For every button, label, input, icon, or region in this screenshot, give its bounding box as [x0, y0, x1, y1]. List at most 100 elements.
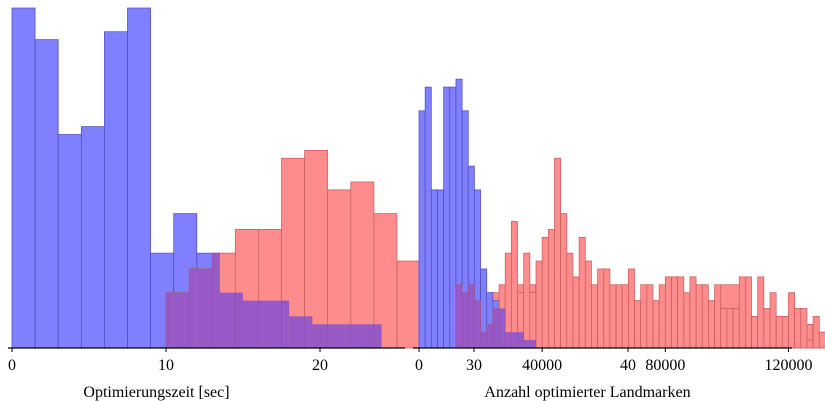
- bar-red: [535, 260, 543, 349]
- bar-overlap: [189, 268, 197, 348]
- bar-overlap: [166, 292, 174, 348]
- x-tick-label: 10: [158, 357, 174, 374]
- bar-red: [757, 276, 765, 349]
- bar-red: [683, 292, 691, 349]
- bar-red: [664, 276, 672, 349]
- bar-overlap: [499, 308, 506, 348]
- bar-red: [677, 276, 685, 349]
- bar-red: [781, 316, 789, 349]
- bar-overlap: [327, 324, 336, 348]
- bar-overlap: [486, 324, 493, 348]
- bar-red: [609, 284, 617, 349]
- bar-blue: [437, 189, 444, 349]
- bar-red: [671, 276, 678, 349]
- bar-red: [763, 308, 771, 349]
- x-ticks: 0 10 20 30 40: [8, 348, 636, 374]
- bar-red: [800, 308, 808, 349]
- bar-overlap: [235, 292, 243, 348]
- bar-blue: [424, 86, 432, 349]
- bar-red: [560, 213, 568, 349]
- bar-overlap: [517, 332, 524, 348]
- bar-blue: [57, 134, 82, 349]
- bar-overlap: [373, 324, 382, 348]
- x-tick-label: 0: [415, 357, 423, 374]
- x-tick-label: 20: [312, 357, 328, 374]
- bar-overlap: [468, 284, 475, 348]
- bar-red: [714, 284, 722, 349]
- bar-red: [640, 284, 648, 349]
- histogram-landmarks: 0 40000 80000 120000 Anzahl optimierter Lan…: [413, 78, 825, 401]
- bar-red: [566, 252, 574, 349]
- bar-red: [523, 252, 531, 349]
- bar-blue: [418, 110, 426, 349]
- bar-red: [603, 268, 611, 349]
- bar-overlap: [243, 300, 259, 348]
- bar-red: [794, 308, 802, 349]
- bar-overlap: [455, 284, 463, 348]
- bar-blue: [34, 39, 59, 349]
- bar-red: [350, 181, 375, 349]
- bar-red: [732, 308, 740, 349]
- bar-red: [769, 292, 777, 349]
- bar-red: [396, 260, 421, 349]
- x-tick-label: 80000: [645, 357, 685, 374]
- bar-blue: [104, 31, 128, 349]
- bar-overlap: [529, 340, 536, 348]
- bar-red: [738, 276, 746, 349]
- bar-overlap: [281, 300, 290, 348]
- bar-red: [751, 316, 759, 349]
- bar-red: [554, 157, 561, 349]
- bar-overlap: [511, 332, 518, 348]
- x-tick-label: 40000: [522, 357, 562, 374]
- bar-red: [634, 300, 642, 349]
- bar-overlap: [474, 300, 481, 348]
- bar-red: [812, 316, 820, 349]
- bar-red: [726, 308, 734, 349]
- x-axis-label: Anzahl optimierter Landmarken: [484, 384, 690, 401]
- bar-blue: [11, 7, 36, 349]
- bar-overlap: [219, 292, 236, 348]
- bar-overlap: [266, 300, 282, 348]
- bar-red: [584, 260, 592, 349]
- bar-overlap: [505, 332, 512, 348]
- bar-overlap: [350, 324, 359, 348]
- bar-blue: [430, 189, 438, 349]
- bar-overlap: [289, 316, 305, 348]
- bar-overlap: [335, 324, 351, 348]
- bar-red: [529, 292, 537, 349]
- bar-overlap: [462, 292, 469, 348]
- bar-red: [547, 229, 555, 349]
- x-axis-label: Optimierungszeit [sec]: [83, 384, 229, 401]
- bar-red: [615, 284, 623, 349]
- bar-red: [806, 339, 814, 349]
- bar-red: [745, 276, 752, 349]
- bar-blue: [127, 7, 151, 349]
- bar-red: [775, 316, 783, 349]
- bar-overlap: [196, 268, 213, 348]
- x-tick-label: 0: [8, 357, 16, 374]
- bar-overlap: [480, 332, 487, 348]
- bar-red: [628, 268, 635, 349]
- bar-red: [720, 308, 728, 349]
- bar-overlap: [492, 308, 500, 348]
- bar-blue: [443, 86, 451, 349]
- bar-red: [701, 284, 709, 349]
- bar-red: [591, 284, 598, 349]
- x-ticks: 0 40000 80000 120000: [415, 348, 812, 374]
- bar-overlap: [212, 253, 220, 348]
- bar-red: [788, 292, 795, 349]
- bar-overlap: [312, 324, 328, 348]
- bar-overlap: [258, 300, 267, 348]
- bar-red: [578, 236, 586, 349]
- bar-red: [572, 276, 580, 349]
- bar-blue: [80, 126, 105, 349]
- bar-overlap: [173, 292, 190, 348]
- bar-red: [708, 300, 715, 349]
- bars: [418, 78, 825, 349]
- bar-red: [689, 276, 697, 349]
- bar-overlap: [523, 340, 530, 348]
- bar-blue: [449, 86, 457, 349]
- bar-red: [327, 189, 352, 349]
- bar-red: [652, 300, 660, 349]
